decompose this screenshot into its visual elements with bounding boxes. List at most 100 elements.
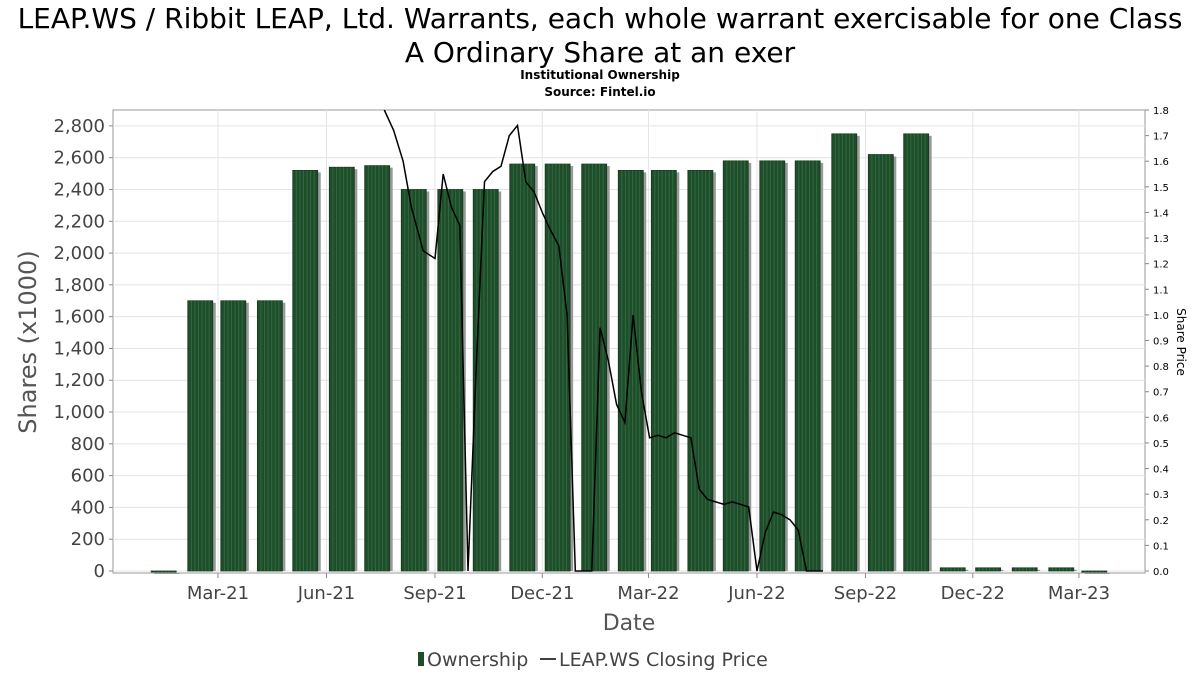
- bar-fill: [867, 154, 894, 572]
- x-tick-label: Dec-22: [941, 583, 1005, 604]
- y-tick-label: 2,800: [53, 116, 105, 137]
- y2-tick-label: 0.9: [1153, 337, 1169, 348]
- y2-tick-label: 0.7: [1153, 388, 1169, 399]
- ownership-bar: [722, 160, 752, 572]
- bar-fill: [472, 189, 499, 572]
- legend-ownership-label: Ownership: [427, 649, 528, 671]
- bar-fill: [544, 163, 571, 572]
- y-tick-label: 1,600: [53, 307, 105, 328]
- y-tick-label: 2,200: [53, 211, 105, 232]
- bar-fill: [364, 165, 391, 572]
- x-tick-label: Sep-21: [403, 583, 466, 604]
- x-tick-label: Jun-21: [297, 583, 356, 604]
- ownership-bar: [975, 567, 1004, 572]
- y-tick-label: 2,000: [53, 243, 105, 264]
- price-line-layer: [383, 109, 823, 572]
- chart-subtitle: Institutional Ownership: [520, 68, 680, 82]
- y2-tick-label: 1.6: [1153, 157, 1169, 168]
- bar-fill: [292, 170, 319, 572]
- ownership-bar: [759, 160, 788, 572]
- ownership-bar: [364, 165, 393, 572]
- y2-tick-label: 0.1: [1153, 541, 1169, 552]
- y2-tick-label: 1.1: [1153, 285, 1169, 296]
- bar-fill: [220, 300, 247, 572]
- y-tick-label: 1,800: [53, 275, 105, 296]
- bar-fill: [794, 160, 821, 572]
- y-tick-label: 2,400: [53, 179, 105, 200]
- ownership-bar: [650, 170, 680, 572]
- x-tick-label: Jun-22: [727, 583, 786, 604]
- y2-tick-label: 0.5: [1153, 439, 1169, 450]
- bar-fill: [509, 163, 536, 572]
- ownership-bar: [544, 163, 574, 572]
- y-tick-label: 200: [71, 529, 105, 550]
- ownership-bar: [903, 133, 932, 572]
- y-tick-label: 1,200: [53, 370, 105, 391]
- ownership-bar: [150, 570, 180, 574]
- ownership-bar: [687, 170, 716, 572]
- ownership-bar: [939, 567, 969, 572]
- y2-tick-label: 0.6: [1153, 413, 1169, 424]
- ownership-bar: [867, 154, 897, 572]
- ownership-bar: [328, 166, 358, 572]
- x-axis-label: Date: [603, 611, 656, 636]
- y2-tick-label: 0.0: [1153, 567, 1169, 578]
- chart-title: LEAP.WS / Ribbit LEAP, Ltd. Warrants, ea…: [17, 2, 1183, 35]
- legend: Ownership LEAP.WS Closing Price: [418, 649, 768, 671]
- ownership-bar: [472, 189, 502, 572]
- ownership-bar: [292, 170, 321, 572]
- ownership-bar: [220, 300, 249, 572]
- ownership-bar: [617, 170, 647, 572]
- legend-ownership-swatch: [418, 652, 424, 666]
- y2-tick-label: 1.2: [1153, 260, 1169, 271]
- bar-fill: [903, 133, 930, 572]
- x-tick-label: Sep-22: [834, 583, 897, 604]
- bar-fill: [256, 300, 283, 572]
- bar-shadow: [1084, 573, 1110, 574]
- x-tick-label: Mar-21: [187, 583, 249, 604]
- y2-tick-label: 1.5: [1153, 183, 1169, 194]
- ownership-bar: [256, 300, 286, 572]
- y-tick-label: 1,000: [53, 402, 105, 423]
- chart-title-continued: A Ordinary Share at an exer: [404, 36, 796, 69]
- y-tick-label: 400: [71, 497, 105, 518]
- y2-axis-label: Share Price: [1174, 308, 1188, 376]
- y-tick-label: 1,400: [53, 338, 105, 359]
- ownership-bar: [400, 189, 430, 572]
- y2-tick-label: 1.0: [1153, 311, 1169, 322]
- ownership-bar: [1081, 570, 1110, 574]
- y2-tick-label: 0.4: [1153, 465, 1169, 476]
- y-axis-label: Shares (x1000): [14, 250, 42, 433]
- price-line: [383, 109, 823, 572]
- ownership-bar: [1048, 567, 1077, 572]
- ownership-bar: [187, 300, 216, 572]
- ownership-bar: [1011, 567, 1041, 572]
- ownership-bar: [581, 163, 610, 572]
- x-tick-label: Mar-22: [617, 583, 679, 604]
- x-tick-label: Mar-23: [1048, 583, 1110, 604]
- y2-tick-label: 0.2: [1153, 516, 1169, 527]
- y-tick-label: 0: [94, 561, 105, 582]
- bar-fill: [328, 166, 355, 572]
- bar-fill: [939, 567, 966, 572]
- bar-fill: [831, 133, 858, 572]
- bar-fill: [187, 300, 214, 572]
- bar-fill: [150, 570, 177, 573]
- ownership-bar: [437, 189, 466, 572]
- bar-fill: [687, 170, 714, 572]
- axes: 0 200 400 600 800 1,000 1,200 1,400 1,600 1,800 2,…: [53, 106, 1168, 604]
- y-tick-label: 2,600: [53, 148, 105, 169]
- legend-price-label: LEAP.WS Closing Price: [559, 649, 768, 671]
- y-tick-label: 800: [71, 434, 105, 455]
- bar-fill: [759, 160, 786, 572]
- x-tick-label: Dec-21: [510, 583, 574, 604]
- bar-fill: [400, 189, 427, 572]
- y2-tick-label: 1.4: [1153, 208, 1169, 219]
- bar-shadow: [154, 573, 180, 574]
- ownership-bar: [509, 163, 538, 572]
- bar-fill: [975, 567, 1002, 572]
- y2-tick-label: 1.3: [1153, 234, 1169, 245]
- bar-fill: [1048, 567, 1075, 572]
- bar-fill: [1081, 570, 1108, 573]
